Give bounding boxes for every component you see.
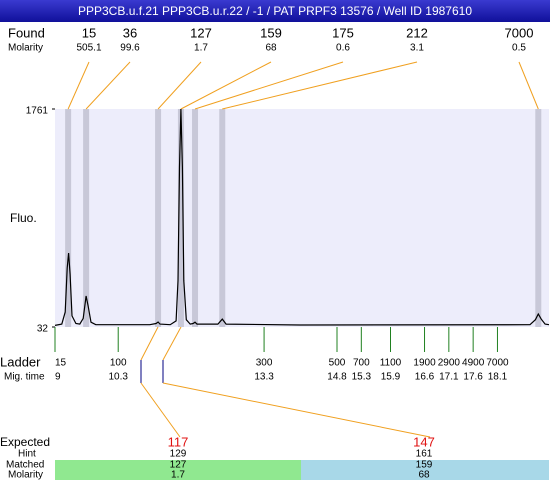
ladder-size: 2900 [438, 358, 461, 369]
peak-connector [194, 61, 344, 110]
ladder-time: 15.9 [381, 372, 401, 383]
found-size: 15 [82, 25, 96, 40]
found-molarity: 0.6 [336, 43, 350, 54]
ladder-size: 7000 [486, 358, 509, 369]
peak-connector [67, 61, 90, 110]
found-size: 212 [406, 25, 428, 40]
peak-band [535, 109, 542, 327]
found-label: Found [8, 25, 45, 40]
found-molarity: 1.7 [194, 43, 208, 54]
expected-value: 117 [168, 434, 189, 449]
ladder-time: 17.1 [439, 372, 459, 383]
found-molarity: 505.1 [76, 43, 101, 54]
y-tick-label: 1761 [26, 106, 49, 117]
peak-band [219, 109, 226, 327]
ladder-size: 1100 [380, 358, 402, 369]
ladder-label: Ladder [0, 354, 41, 369]
peak-band [192, 109, 199, 327]
hint-value: 129 [170, 449, 187, 460]
ladder-size: 1900 [413, 358, 436, 369]
ladder-size: 4900 [462, 358, 485, 369]
y-label: Fluo. [10, 211, 37, 225]
y-tick-label: 32 [37, 324, 49, 335]
ladder-time: 13.3 [254, 372, 274, 383]
found-size: 175 [332, 25, 354, 40]
ladder-time: 10.3 [108, 372, 128, 383]
ladder-size: 500 [329, 358, 346, 369]
ladder-time: 18.1 [488, 372, 508, 383]
plot-area [55, 109, 549, 327]
peak-connector [157, 61, 202, 110]
found-size: 159 [260, 25, 282, 40]
expected-label: Expected [0, 435, 50, 449]
title: PPP3CB.u.f.21 PPP3CB.u.r.22 / -1 / PAT P… [78, 4, 472, 18]
peak-band [155, 109, 162, 327]
found-size: 7000 [505, 25, 534, 40]
ladder-size: 15 [55, 358, 67, 369]
hint-label: Hint [18, 449, 36, 460]
trace [54, 108, 550, 326]
matched-value: 159 [416, 460, 433, 471]
hint-value: 161 [416, 449, 433, 460]
ladder-time: 16.6 [415, 372, 435, 383]
found-molarity: 0.5 [512, 43, 526, 54]
found-size: 36 [123, 25, 137, 40]
peak-band [65, 109, 72, 327]
peak-connector [222, 61, 418, 110]
molarity-label: Molarity [8, 43, 43, 54]
ladder-time: 14.8 [327, 372, 347, 383]
molarity-row-label: Molarity [8, 470, 43, 480]
ladder-size: 300 [256, 358, 273, 369]
matched-cell [301, 460, 549, 480]
ladder-size: 700 [353, 358, 370, 369]
matched-cell [55, 460, 301, 480]
found-size: 127 [190, 25, 212, 40]
found-molarity: 99.6 [120, 43, 140, 54]
expected-value: 147 [413, 434, 435, 449]
match-connectors [140, 326, 431, 438]
molarity-value: 1.7 [171, 470, 185, 480]
found-molarity: 68 [265, 43, 277, 54]
ladder-time: 9 [55, 372, 61, 383]
peak-connector [85, 61, 131, 110]
peak-band [177, 109, 184, 327]
peak-band [83, 109, 90, 327]
header-bar [0, 0, 550, 22]
found-molarity: 3.1 [410, 43, 424, 54]
peak-connector [518, 61, 539, 110]
ladder-size: 100 [110, 358, 127, 369]
molarity-value: 68 [418, 470, 430, 480]
ladder-time: 15.3 [352, 372, 372, 383]
peak-connector [180, 61, 272, 110]
time-label: Mig. time [4, 372, 45, 383]
ladder-time: 17.6 [463, 372, 483, 383]
matched-label: Matched [6, 460, 44, 471]
matched-value: 127 [170, 460, 187, 471]
